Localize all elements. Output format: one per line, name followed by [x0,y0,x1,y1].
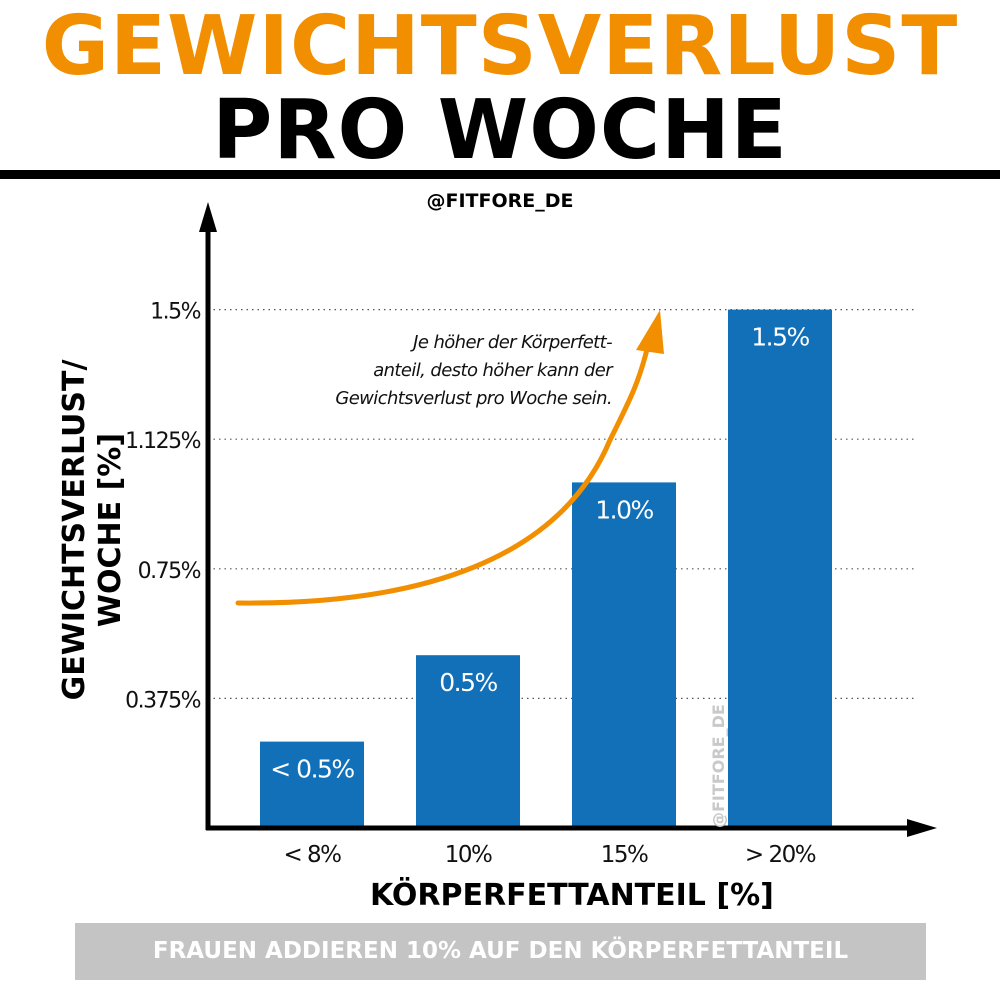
x-axis-arrowhead [907,819,937,837]
page-title-line-2: PRO WOCHE [212,83,788,178]
x-tick-label: < 8% [283,842,341,868]
y-tick-label: 0.75% [138,559,201,584]
y-tick-label: 0.375% [125,688,200,713]
x-tick-label: 10% [445,842,492,868]
bar-data-label: < 0.5% [270,755,354,784]
x-tick-label: > 20% [745,842,816,868]
y-axis-arrowhead [199,202,217,232]
author-handle: @FITFORE_DE [426,190,574,212]
x-axis-title: KÖRPERFETTANTEIL [%] [370,876,774,913]
y-tick-label: 1.5% [150,300,200,325]
trend-arrowhead [636,310,664,354]
page-title-line-1: GEWICHTSVERLUST [41,0,959,94]
bar [572,482,676,828]
annotation-line: Je höher der Körperfett- [410,332,612,353]
trend-arrow [235,342,651,606]
bar-data-label: 0.5% [439,668,497,697]
bar [260,741,364,828]
annotation-line: Gewichtsverlust pro Woche sein. [335,388,612,409]
x-tick-label: 15% [601,842,648,868]
bar-data-label: 1.5% [751,323,809,352]
bar [728,309,832,829]
y-tick-label: 1.125% [125,429,200,454]
header-divider [0,170,1000,179]
y-axis-title-line-1: GEWICHTSVERLUST/ [57,360,92,701]
bar-data-label: 1.0% [595,495,653,524]
annotation-line: anteil, desto höher kann der [373,360,614,381]
footer-note: FRAUEN ADDIEREN 10% AUF DEN KÖRPERFETTAN… [75,923,926,980]
watermark: @FITFORE_DE [709,704,728,828]
y-axis-title-line-2: WOCHE [%] [93,433,128,627]
bar [416,655,520,828]
